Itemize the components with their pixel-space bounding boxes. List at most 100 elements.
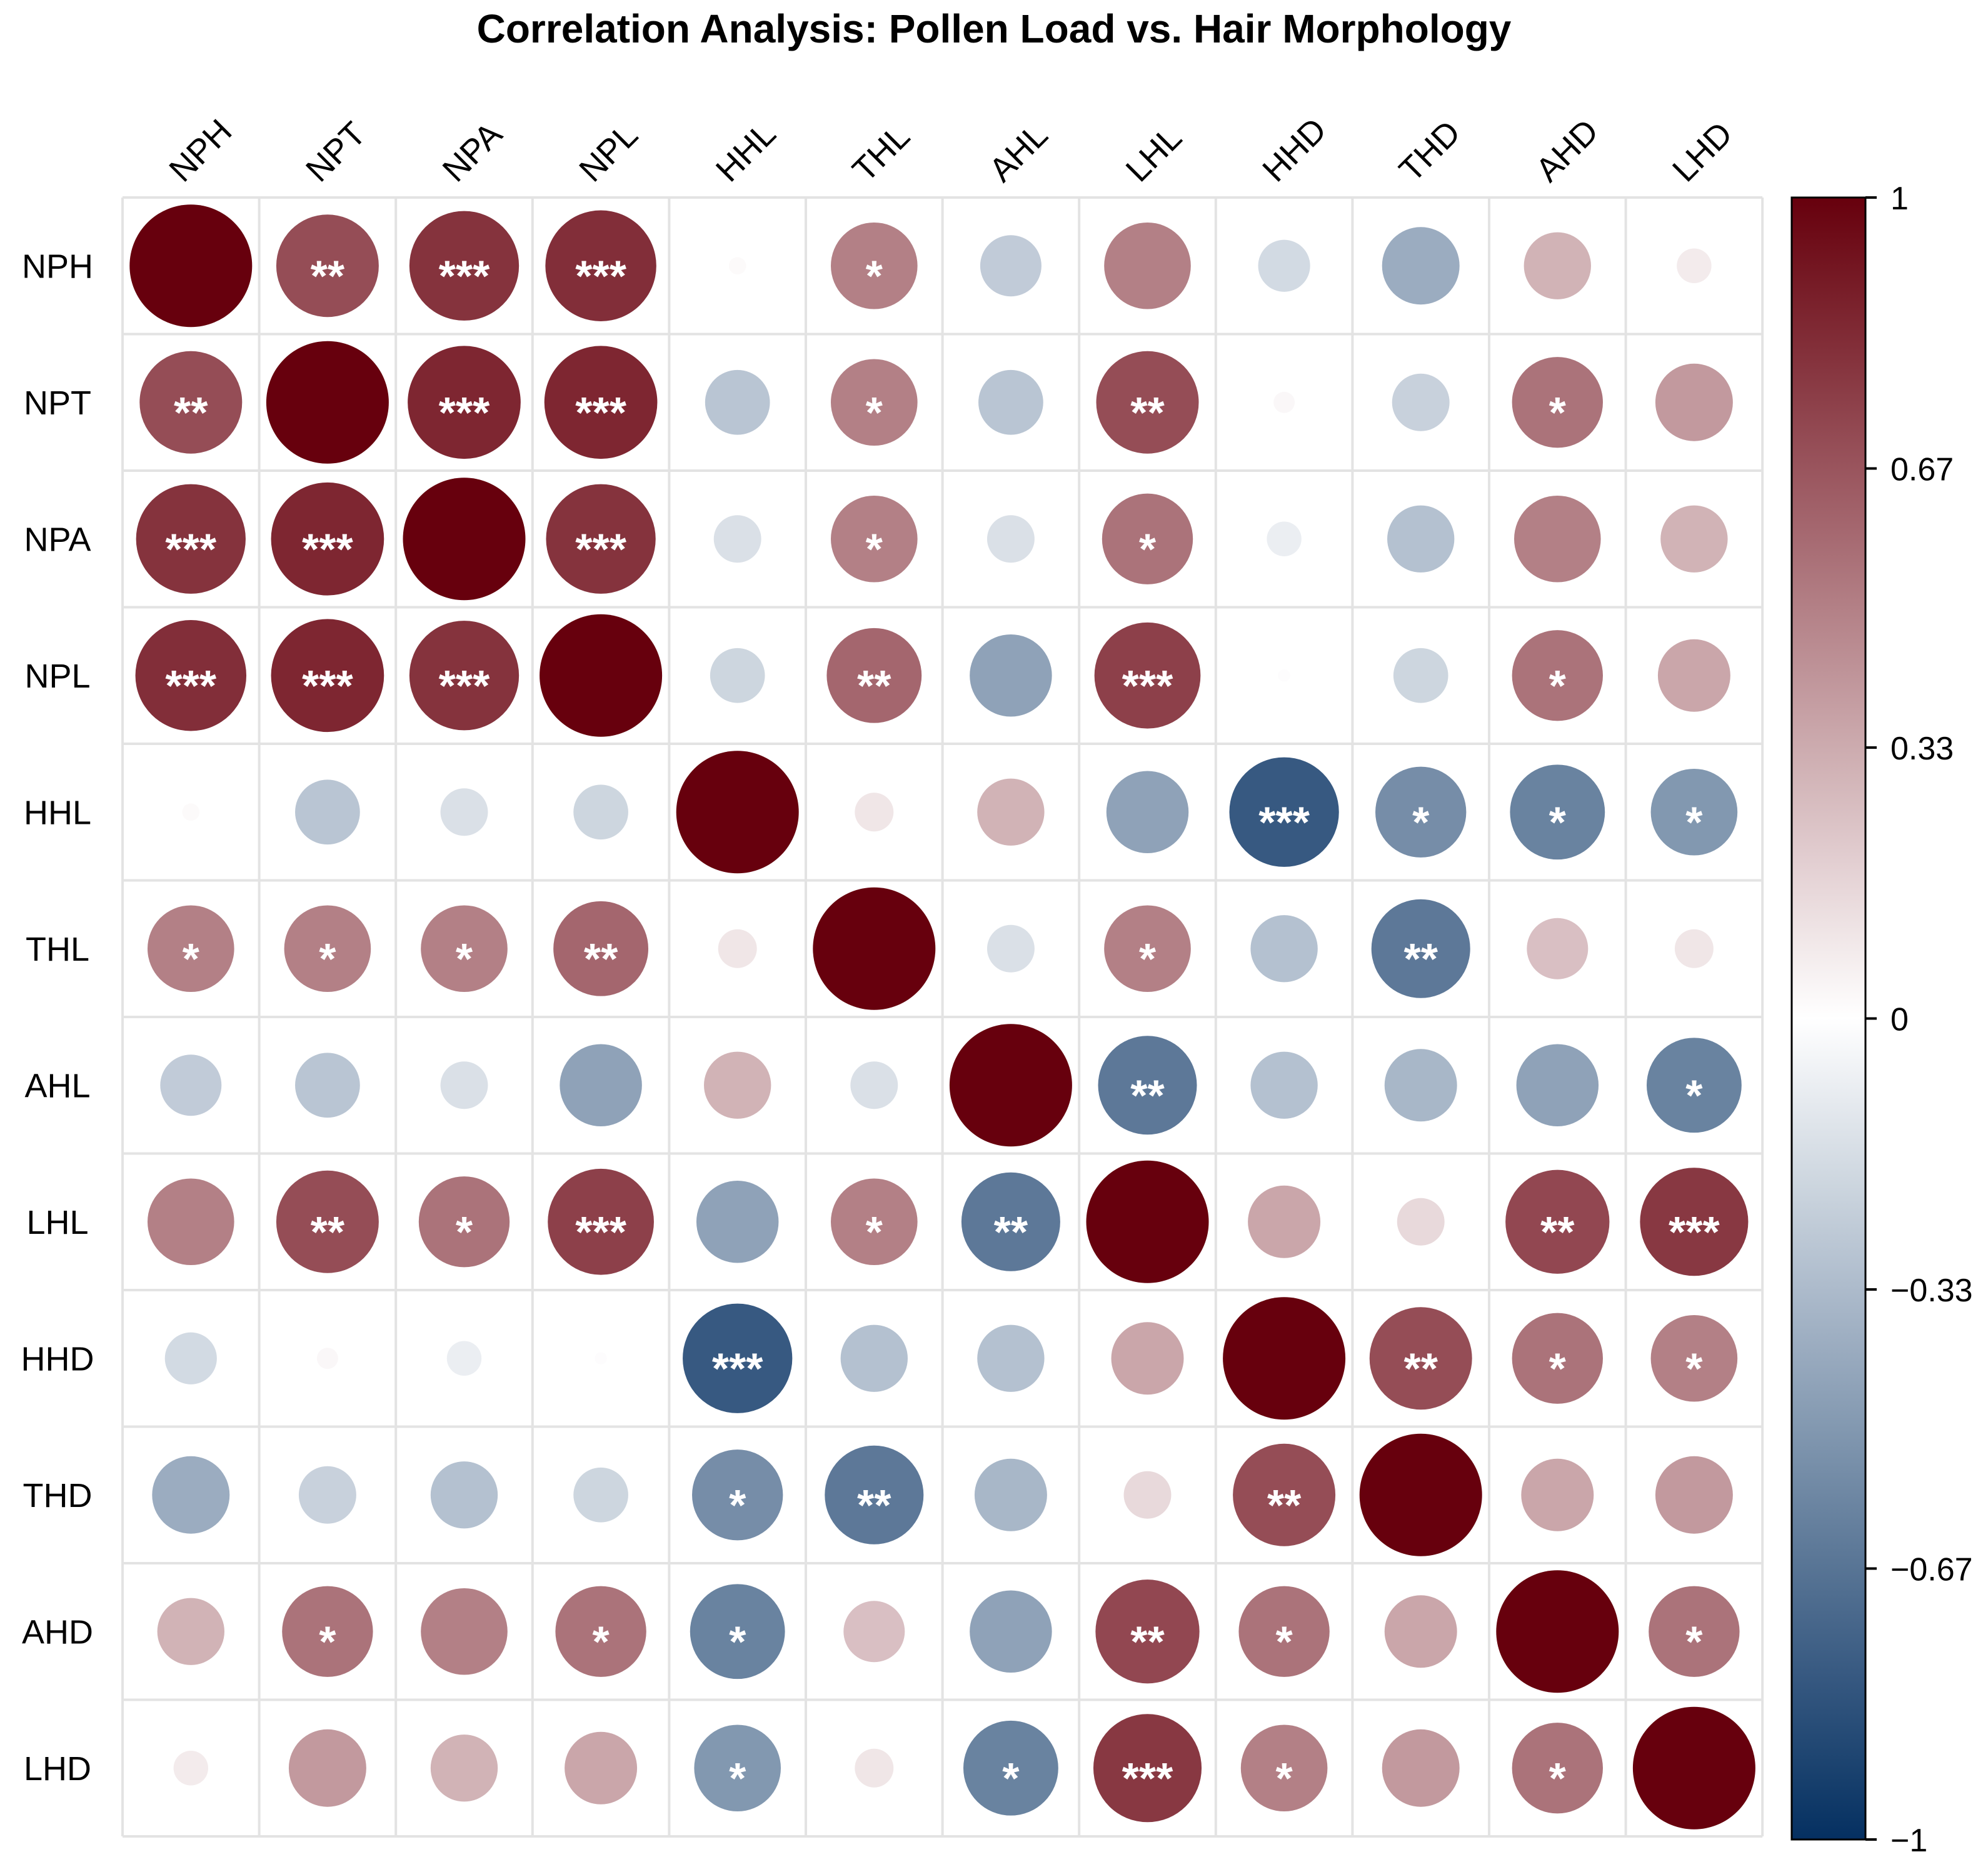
corr-circle-NPH-THD <box>1382 227 1460 305</box>
significance-label: *** <box>712 1344 763 1393</box>
corr-circle-THL-LHL <box>1104 905 1191 993</box>
corr-circle-NPL-NPT <box>271 619 384 733</box>
corr-circle-LHL-HHL <box>696 1181 779 1263</box>
significance-label: * <box>1275 1617 1293 1666</box>
corr-circle-THL-LHD <box>1674 929 1714 968</box>
corr-circle-THL-NPT <box>284 905 371 993</box>
corr-circle-NPL-THL <box>826 628 922 723</box>
legend-tick-label: 1 <box>1890 181 1909 217</box>
corr-circle-THD-NPL <box>573 1467 628 1523</box>
corr-circle-THD-NPA <box>430 1461 498 1529</box>
corr-circle-NPT-LHD <box>1655 363 1733 441</box>
column-label-lhd: LHD <box>1665 115 1740 189</box>
corr-circle-HHD-HHL <box>683 1303 793 1413</box>
significance-label: *** <box>302 524 353 573</box>
corr-circle-THL-NPH <box>147 905 234 993</box>
corr-circle-HHL-LHD <box>1650 768 1738 856</box>
significance-label: *** <box>575 251 626 300</box>
corr-circle-NPH-LHL <box>1104 222 1191 309</box>
significance-label: * <box>866 251 883 300</box>
significance-label: *** <box>1122 661 1173 710</box>
corr-circle-LHD-THD <box>1382 1729 1460 1807</box>
corr-circle-AHD-NPL <box>555 1586 646 1677</box>
legend-tick-label: −0.67 <box>1890 1552 1973 1588</box>
significance-label: *** <box>439 251 490 300</box>
significance-label: ** <box>1130 1071 1165 1119</box>
corr-circle-NPT-LHL <box>1096 351 1199 454</box>
corr-circle-NPL-HHL <box>710 648 765 703</box>
row-label-lhd: LHD <box>24 1750 91 1788</box>
significance-label: * <box>1002 1754 1020 1803</box>
significance-label: * <box>866 524 883 573</box>
corr-circle-HHD-AHL <box>977 1324 1045 1392</box>
significance-label: *** <box>439 661 490 710</box>
significance-label: ** <box>311 251 345 300</box>
corr-circle-NPT-HHD <box>1273 391 1295 413</box>
corr-circle-NPL-AHL <box>970 634 1052 717</box>
significance-label: * <box>1139 934 1157 983</box>
corr-circle-AHD-LHL <box>1095 1579 1200 1684</box>
corr-circle-NPL-THD <box>1393 648 1448 703</box>
corr-circle-HHL-THL <box>855 793 894 832</box>
corr-circle-NPT-AHL <box>978 369 1043 435</box>
corr-circle-LHL-NPT <box>276 1170 379 1273</box>
significance-label: * <box>1549 661 1567 710</box>
significance-label: * <box>866 1208 883 1256</box>
corr-circle-AHD-NPA <box>421 1588 508 1675</box>
corr-circle-NPA-THD <box>1387 505 1455 573</box>
corr-circle-HHL-NPL <box>573 784 628 840</box>
corr-circle-AHL-HHL <box>704 1051 771 1119</box>
corr-circle-THD-AHL <box>974 1458 1047 1531</box>
color-legend: 1 0.67 0.33 0 −0.33 −0.67 −1 <box>1790 181 1973 1859</box>
column-label-lhl: LHL <box>1119 119 1189 189</box>
corr-circle-HHD-THL <box>840 1324 908 1392</box>
corr-circle-AHD-THL <box>843 1601 905 1663</box>
corr-circle-NPT-HHL <box>705 369 770 435</box>
row-label-thd: THD <box>23 1477 93 1514</box>
corr-circle-HHD-NPA <box>446 1341 482 1376</box>
corr-circle-HHD-LHD <box>1650 1314 1738 1402</box>
corr-circle-HHD-AHD <box>1512 1313 1603 1404</box>
row-label-lhl: LHL <box>26 1204 88 1241</box>
corr-circle-NPT-NPH <box>139 351 243 454</box>
corr-circle-THD-HHL <box>692 1449 783 1541</box>
corr-circle-LHD-LHL <box>1093 1714 1202 1823</box>
corr-circle-NPH-NPL <box>545 210 656 321</box>
column-label-ahd: AHD <box>1529 112 1605 189</box>
corr-circle-NPL-LHD <box>1657 639 1730 712</box>
corr-circle-THL-HHD <box>1250 915 1318 983</box>
corr-circle-NPT-NPL <box>544 346 658 459</box>
corr-circle-THD-NPT <box>298 1466 356 1524</box>
corr-circle-HHD-THD <box>1369 1307 1472 1410</box>
corr-circle-THL-AHL <box>986 924 1035 973</box>
significance-label: * <box>319 934 336 983</box>
significance-label: * <box>1685 1071 1703 1119</box>
corr-circle-LHD-AHD <box>1512 1723 1603 1814</box>
row-label-npl: NPL <box>24 658 90 695</box>
corr-circle-LHD-NPT <box>288 1729 366 1807</box>
significance-label: *** <box>165 661 216 710</box>
corr-circle-NPH-LHD <box>1677 248 1712 283</box>
corr-circle-THD-LHD <box>1655 1456 1733 1534</box>
legend-tick-label: 0.33 <box>1890 731 1954 767</box>
significance-label: ** <box>1403 934 1438 983</box>
corr-circle-AHL-AHD <box>1516 1044 1599 1126</box>
corr-circle-NPA-NPH <box>136 484 246 594</box>
corr-circle-HHD-NPT <box>316 1348 338 1369</box>
corr-circle-HHL-NPH <box>182 803 200 821</box>
matrix-cells: ** *** *** *** *** *** * ** **** *** *** * **** *** **… <box>129 204 1755 1829</box>
corr-circle-LHD-HHD <box>1240 1724 1328 1812</box>
corr-circle-NPT-NPT <box>266 341 389 464</box>
significance-label: *** <box>1122 1754 1173 1803</box>
corr-circle-HHL-HHL <box>676 751 799 874</box>
corr-circle-NPL-AHD <box>1512 630 1603 721</box>
corr-circle-LHL-LHL <box>1086 1160 1209 1283</box>
corr-circle-AHD-HHL <box>690 1584 785 1679</box>
row-label-ahl: AHL <box>24 1067 90 1104</box>
corr-circle-HHL-NPT <box>295 779 360 845</box>
matrix-grid <box>121 196 1764 1838</box>
corr-circle-LHL-AHL <box>961 1172 1060 1271</box>
corr-circle-NPA-THL <box>831 495 918 583</box>
row-label-npa: NPA <box>24 521 91 558</box>
